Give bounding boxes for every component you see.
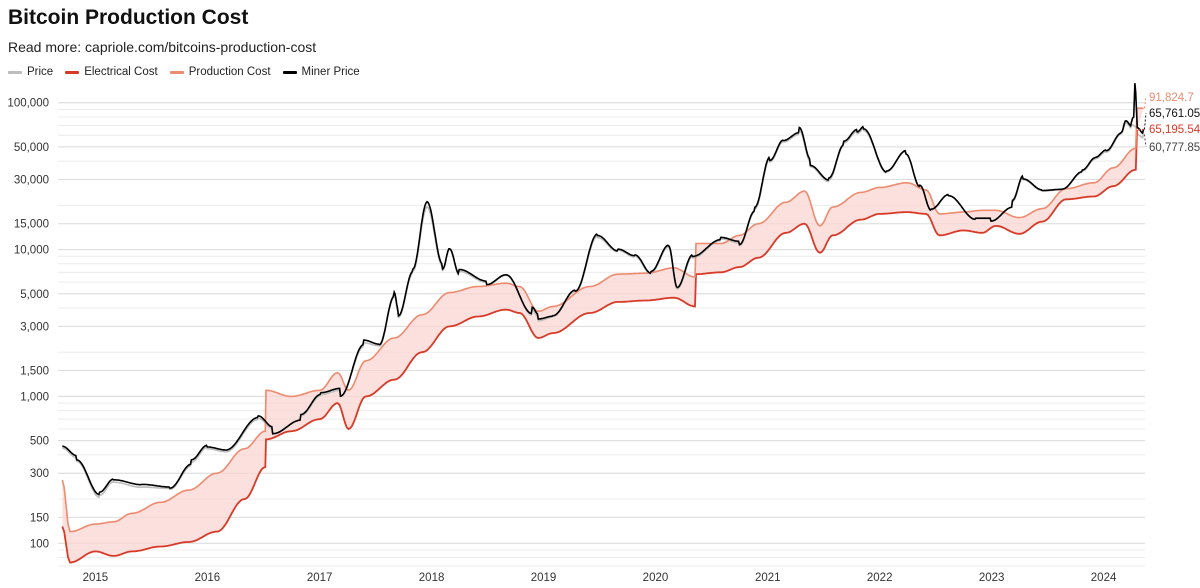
legend-item-electrical-cost[interactable]: Electrical Cost	[65, 66, 158, 78]
series-electrical-cost-line[interactable]	[61, 129, 1138, 564]
legend-label-miner-price: Miner Price	[301, 66, 360, 78]
x-tick-label: 2020	[643, 572, 669, 584]
x-axis: 2015 2016 2017 2018 2019 2020 2021 2022 2023 2024	[83, 572, 1117, 584]
x-tick-label: 2016	[195, 572, 221, 584]
legend-label-production-cost: Production Cost	[188, 66, 271, 78]
last-value-label: 65,761.05	[1149, 108, 1200, 120]
legend-swatch-production-cost	[169, 70, 184, 74]
legend-item-price[interactable]: Price	[8, 66, 53, 78]
series-lines	[61, 83, 1145, 564]
last-value-label: 91,824.7	[1149, 92, 1194, 104]
y-tick-label: 30,000	[14, 175, 49, 187]
legend-swatch-price	[8, 70, 22, 74]
legend-swatch-electrical-cost	[65, 70, 80, 74]
last-value-labels: 91,824.7 65,761.05 65,195.54 60,777.85	[1137, 92, 1200, 154]
legend-label-price: Price	[27, 66, 54, 78]
chart-subtitle[interactable]: Read more: capriole.com/bitcoins-product…	[8, 39, 317, 55]
y-tick-label: 5,000	[20, 289, 49, 301]
series-miner-price-line[interactable]	[62, 83, 1145, 496]
x-tick-label: 2024	[1091, 572, 1117, 584]
legend-swatch-miner-price	[282, 70, 297, 74]
cost-band	[62, 108, 1144, 563]
x-tick-label: 2022	[867, 572, 893, 584]
y-tick-label: 300	[30, 468, 49, 480]
last-value-leader	[1143, 134, 1147, 148]
last-value-label: 65,195.54	[1149, 124, 1200, 136]
legend-label-electrical-cost: Electrical Cost	[84, 66, 158, 78]
y-tick-label: 150	[30, 512, 49, 524]
legend-item-production-cost[interactable]: Production Cost	[169, 66, 271, 78]
legend-item-miner-price[interactable]: Miner Price	[282, 66, 360, 78]
y-tick-label: 10,000	[14, 245, 49, 257]
legend: Price Electrical Cost Production Cost Mi…	[8, 66, 360, 78]
x-tick-label: 2018	[419, 572, 445, 584]
y-tick-label: 1,500	[20, 366, 49, 378]
y-tick-label: 100,000	[7, 98, 49, 110]
chart-title: Bitcoin Production Cost	[8, 6, 249, 29]
last-value-label: 60,777.85	[1149, 142, 1200, 154]
cost-band-fill	[62, 108, 1144, 563]
y-tick-label: 1,000	[20, 391, 49, 403]
y-tick-label: 3,000	[20, 321, 49, 333]
last-value-leader	[1143, 96, 1147, 109]
x-tick-label: 2015	[83, 572, 109, 584]
y-axis: 100 150 300 500 1,000 1,500 3,000 5,000 10,000 15…	[7, 98, 49, 551]
y-tick-label: 500	[30, 436, 49, 448]
x-tick-label: 2019	[531, 572, 557, 584]
series-production-cost-line[interactable]	[61, 107, 1144, 533]
last-value-leader	[1143, 112, 1147, 130]
y-tick-label: 50,000	[14, 142, 49, 154]
x-tick-label: 2017	[307, 572, 333, 584]
x-tick-label: 2023	[979, 572, 1005, 584]
x-tick-label: 2021	[755, 572, 781, 584]
last-value-leader	[1137, 128, 1147, 131]
y-tick-label: 100	[30, 538, 49, 550]
grid	[58, 102, 1145, 567]
y-tick-label: 15,000	[14, 219, 49, 231]
